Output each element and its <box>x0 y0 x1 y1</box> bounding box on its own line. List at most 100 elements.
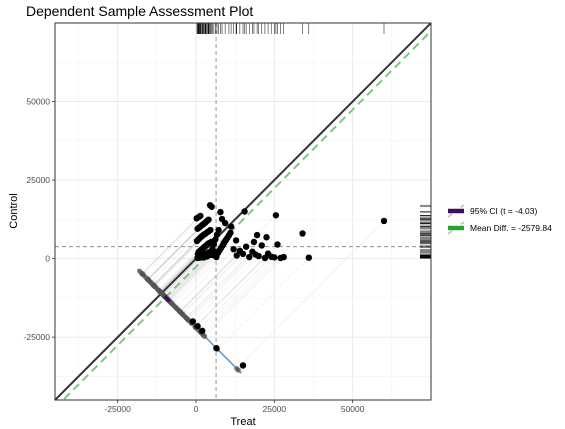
data-point <box>197 212 204 220</box>
x-axis-label: Treat <box>230 416 255 428</box>
chart-title: Dependent Sample Assessment Plot <box>26 3 253 19</box>
projected-point <box>235 367 241 373</box>
projected-point <box>175 306 181 313</box>
pair-segment <box>147 228 198 280</box>
projected-point <box>154 285 160 292</box>
pair-segment <box>166 235 230 299</box>
pair-segment <box>187 256 250 320</box>
pair-segment <box>169 250 220 302</box>
data-point <box>232 237 240 244</box>
pair-segment <box>179 250 241 312</box>
pair-segment <box>186 251 253 319</box>
mean-diff-line <box>61 30 431 400</box>
data-point <box>213 344 220 352</box>
ci-marker <box>163 294 171 303</box>
data-point <box>242 243 250 250</box>
data-point <box>194 322 201 330</box>
pair-segment <box>166 254 211 299</box>
projected-points <box>137 268 241 373</box>
data-point <box>205 216 212 223</box>
y-tick-label: 50000 <box>26 97 50 107</box>
data-point <box>271 254 278 261</box>
y-axis-label: Control <box>8 193 20 228</box>
pair-segment <box>142 215 201 275</box>
pair-segment <box>147 224 203 280</box>
data-point <box>217 208 224 216</box>
x-tick-label: 0 <box>194 404 199 414</box>
data-point <box>233 252 240 259</box>
pair-segment <box>195 257 266 328</box>
pair-segment <box>182 253 244 315</box>
rug-right <box>420 204 431 259</box>
pair-segment <box>172 240 237 305</box>
data-point <box>230 246 237 253</box>
data-point <box>258 242 265 249</box>
data-point <box>380 217 388 225</box>
pair-segment <box>170 256 217 303</box>
pair-segment <box>175 249 234 308</box>
data-point <box>239 362 247 369</box>
data-point <box>305 254 312 261</box>
data-point <box>263 234 270 241</box>
pair-segment <box>198 256 272 331</box>
data-point <box>227 223 235 230</box>
pair-segment <box>199 257 275 332</box>
data-point <box>241 208 248 215</box>
data-point <box>215 226 222 234</box>
data-point <box>255 252 262 260</box>
y-tick-label: -25000 <box>24 332 51 342</box>
y-tick-label: 25000 <box>26 175 50 185</box>
pair-segment <box>189 254 256 322</box>
legend-key <box>447 204 465 218</box>
data-point <box>299 230 306 237</box>
data-point <box>227 229 234 237</box>
data-point <box>221 219 229 227</box>
pair-segment <box>204 256 284 337</box>
pair-segment <box>159 251 199 292</box>
data-point <box>199 327 206 335</box>
pair-segment <box>217 257 309 350</box>
pair-segment <box>141 218 197 274</box>
data-point <box>272 212 280 219</box>
data-point <box>207 226 214 234</box>
data-point <box>189 318 197 325</box>
data-points <box>189 202 388 369</box>
pair-segment <box>153 235 203 286</box>
plot-border <box>54 22 432 401</box>
x-tick-label: 25000 <box>263 404 287 414</box>
data-point <box>280 253 287 261</box>
pair-segment <box>153 236 202 285</box>
x-tick-label: -25000 <box>104 404 131 414</box>
pair-segment <box>168 255 214 301</box>
legend: 95% CI (t = -4.03) Mean Diff. = -2579.84 <box>447 204 552 235</box>
x-tick-label: 50000 <box>341 404 365 414</box>
y-tick-label: 0 <box>45 254 50 264</box>
pair-segment <box>191 255 259 324</box>
pair-segment <box>202 233 303 335</box>
data-point <box>239 250 247 258</box>
y-axis-ticks: -25000 0 25000 50000 <box>24 97 55 342</box>
data-point <box>274 241 281 248</box>
projected-point <box>168 300 175 306</box>
data-point <box>208 203 215 210</box>
pair-segment <box>147 226 201 280</box>
legend-label: Mean Diff. = -2579.84 <box>470 223 552 233</box>
pair-segment <box>159 250 201 292</box>
pair-segment <box>150 211 221 283</box>
pair-segment <box>236 220 385 369</box>
pair-segment <box>167 251 215 300</box>
pair-segment <box>147 227 200 280</box>
legend-label: 95% CI (t = -4.03) <box>470 206 537 216</box>
x-axis-ticks: -25000 0 25000 50000 <box>104 400 365 414</box>
pair-segment <box>179 215 277 312</box>
pair-segment <box>166 237 228 299</box>
data-point <box>246 253 253 261</box>
data-point <box>253 231 261 239</box>
pair-segment <box>147 223 204 280</box>
data-point <box>250 238 258 246</box>
pair-segment <box>162 257 200 295</box>
pair-segment <box>162 255 201 295</box>
pair-segment <box>169 252 219 302</box>
pair-segment <box>141 217 199 274</box>
